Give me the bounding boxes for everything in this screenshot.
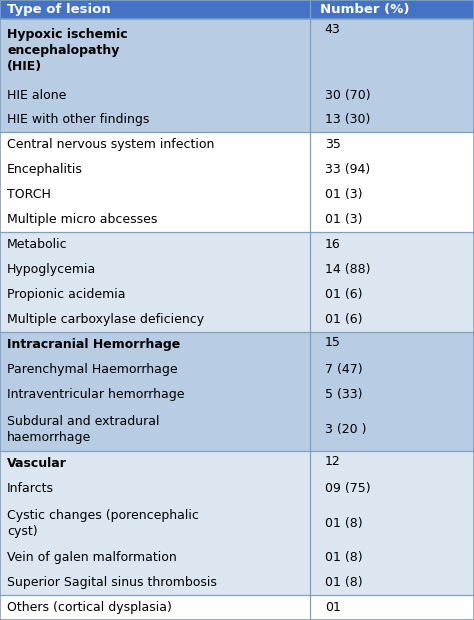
Bar [0, 332, 474, 451]
Text: Parenchymal Haemorrhage: Parenchymal Haemorrhage [7, 363, 178, 376]
Text: 12: 12 [325, 455, 340, 468]
Text: 01 (3): 01 (3) [325, 188, 362, 202]
Bar [0, 133, 474, 232]
Text: 01 (3): 01 (3) [325, 213, 362, 226]
Text: 01 (8): 01 (8) [325, 576, 362, 589]
Bar [0, 0, 474, 19]
Text: 14 (88): 14 (88) [325, 264, 370, 276]
Text: Hypoxic ischemic
encephalopathy
(HIE): Hypoxic ischemic encephalopathy (HIE) [7, 29, 128, 73]
Bar [0, 595, 474, 620]
Text: 01 (6): 01 (6) [325, 313, 362, 326]
Text: Multiple micro abcesses: Multiple micro abcesses [7, 213, 157, 226]
Text: Hypoglycemia: Hypoglycemia [7, 264, 96, 276]
Text: 15: 15 [325, 336, 340, 349]
Text: 13 (30): 13 (30) [325, 113, 370, 126]
Text: Infarcts: Infarcts [7, 482, 54, 495]
Text: Others (cortical dysplasia): Others (cortical dysplasia) [7, 601, 172, 614]
Bar [0, 19, 474, 133]
Text: Number (%): Number (%) [320, 3, 410, 16]
Text: 5 (33): 5 (33) [325, 388, 362, 401]
Text: Central nervous system infection: Central nervous system infection [7, 138, 214, 151]
Text: 01 (8): 01 (8) [325, 516, 362, 529]
Bar [0, 232, 474, 332]
Text: 3 (20 ): 3 (20 ) [325, 422, 366, 435]
Text: 01 (6): 01 (6) [325, 288, 362, 301]
Text: 33 (94): 33 (94) [325, 164, 370, 176]
Text: 43: 43 [325, 24, 340, 36]
Text: Vein of galen malformation: Vein of galen malformation [7, 551, 177, 564]
Text: HIE with other findings: HIE with other findings [7, 113, 149, 126]
Text: Vascular: Vascular [7, 457, 67, 470]
Text: Multiple carboxylase deficiency: Multiple carboxylase deficiency [7, 313, 204, 326]
Text: Encephalitis: Encephalitis [7, 164, 83, 176]
Bar [0, 451, 474, 595]
Text: 09 (75): 09 (75) [325, 482, 370, 495]
Text: Superior Sagital sinus thrombosis: Superior Sagital sinus thrombosis [7, 576, 217, 589]
Text: Intraventricular hemorrhage: Intraventricular hemorrhage [7, 388, 184, 401]
Text: HIE alone: HIE alone [7, 89, 66, 102]
Text: Propionic acidemia: Propionic acidemia [7, 288, 126, 301]
Text: Metabolic: Metabolic [7, 238, 68, 251]
Text: 35: 35 [325, 138, 340, 151]
Text: 7 (47): 7 (47) [325, 363, 362, 376]
Text: 01 (8): 01 (8) [325, 551, 362, 564]
Text: Cystic changes (porencephalic
cyst): Cystic changes (porencephalic cyst) [7, 508, 199, 538]
Text: 30 (70): 30 (70) [325, 89, 370, 102]
Text: Intracranial Hemorrhage: Intracranial Hemorrhage [7, 338, 181, 351]
Text: Subdural and extradural
haemorrhage: Subdural and extradural haemorrhage [7, 415, 160, 443]
Text: 01: 01 [325, 601, 340, 614]
Text: TORCH: TORCH [7, 188, 51, 202]
Text: Type of lesion: Type of lesion [7, 3, 111, 16]
Text: 16: 16 [325, 238, 340, 251]
